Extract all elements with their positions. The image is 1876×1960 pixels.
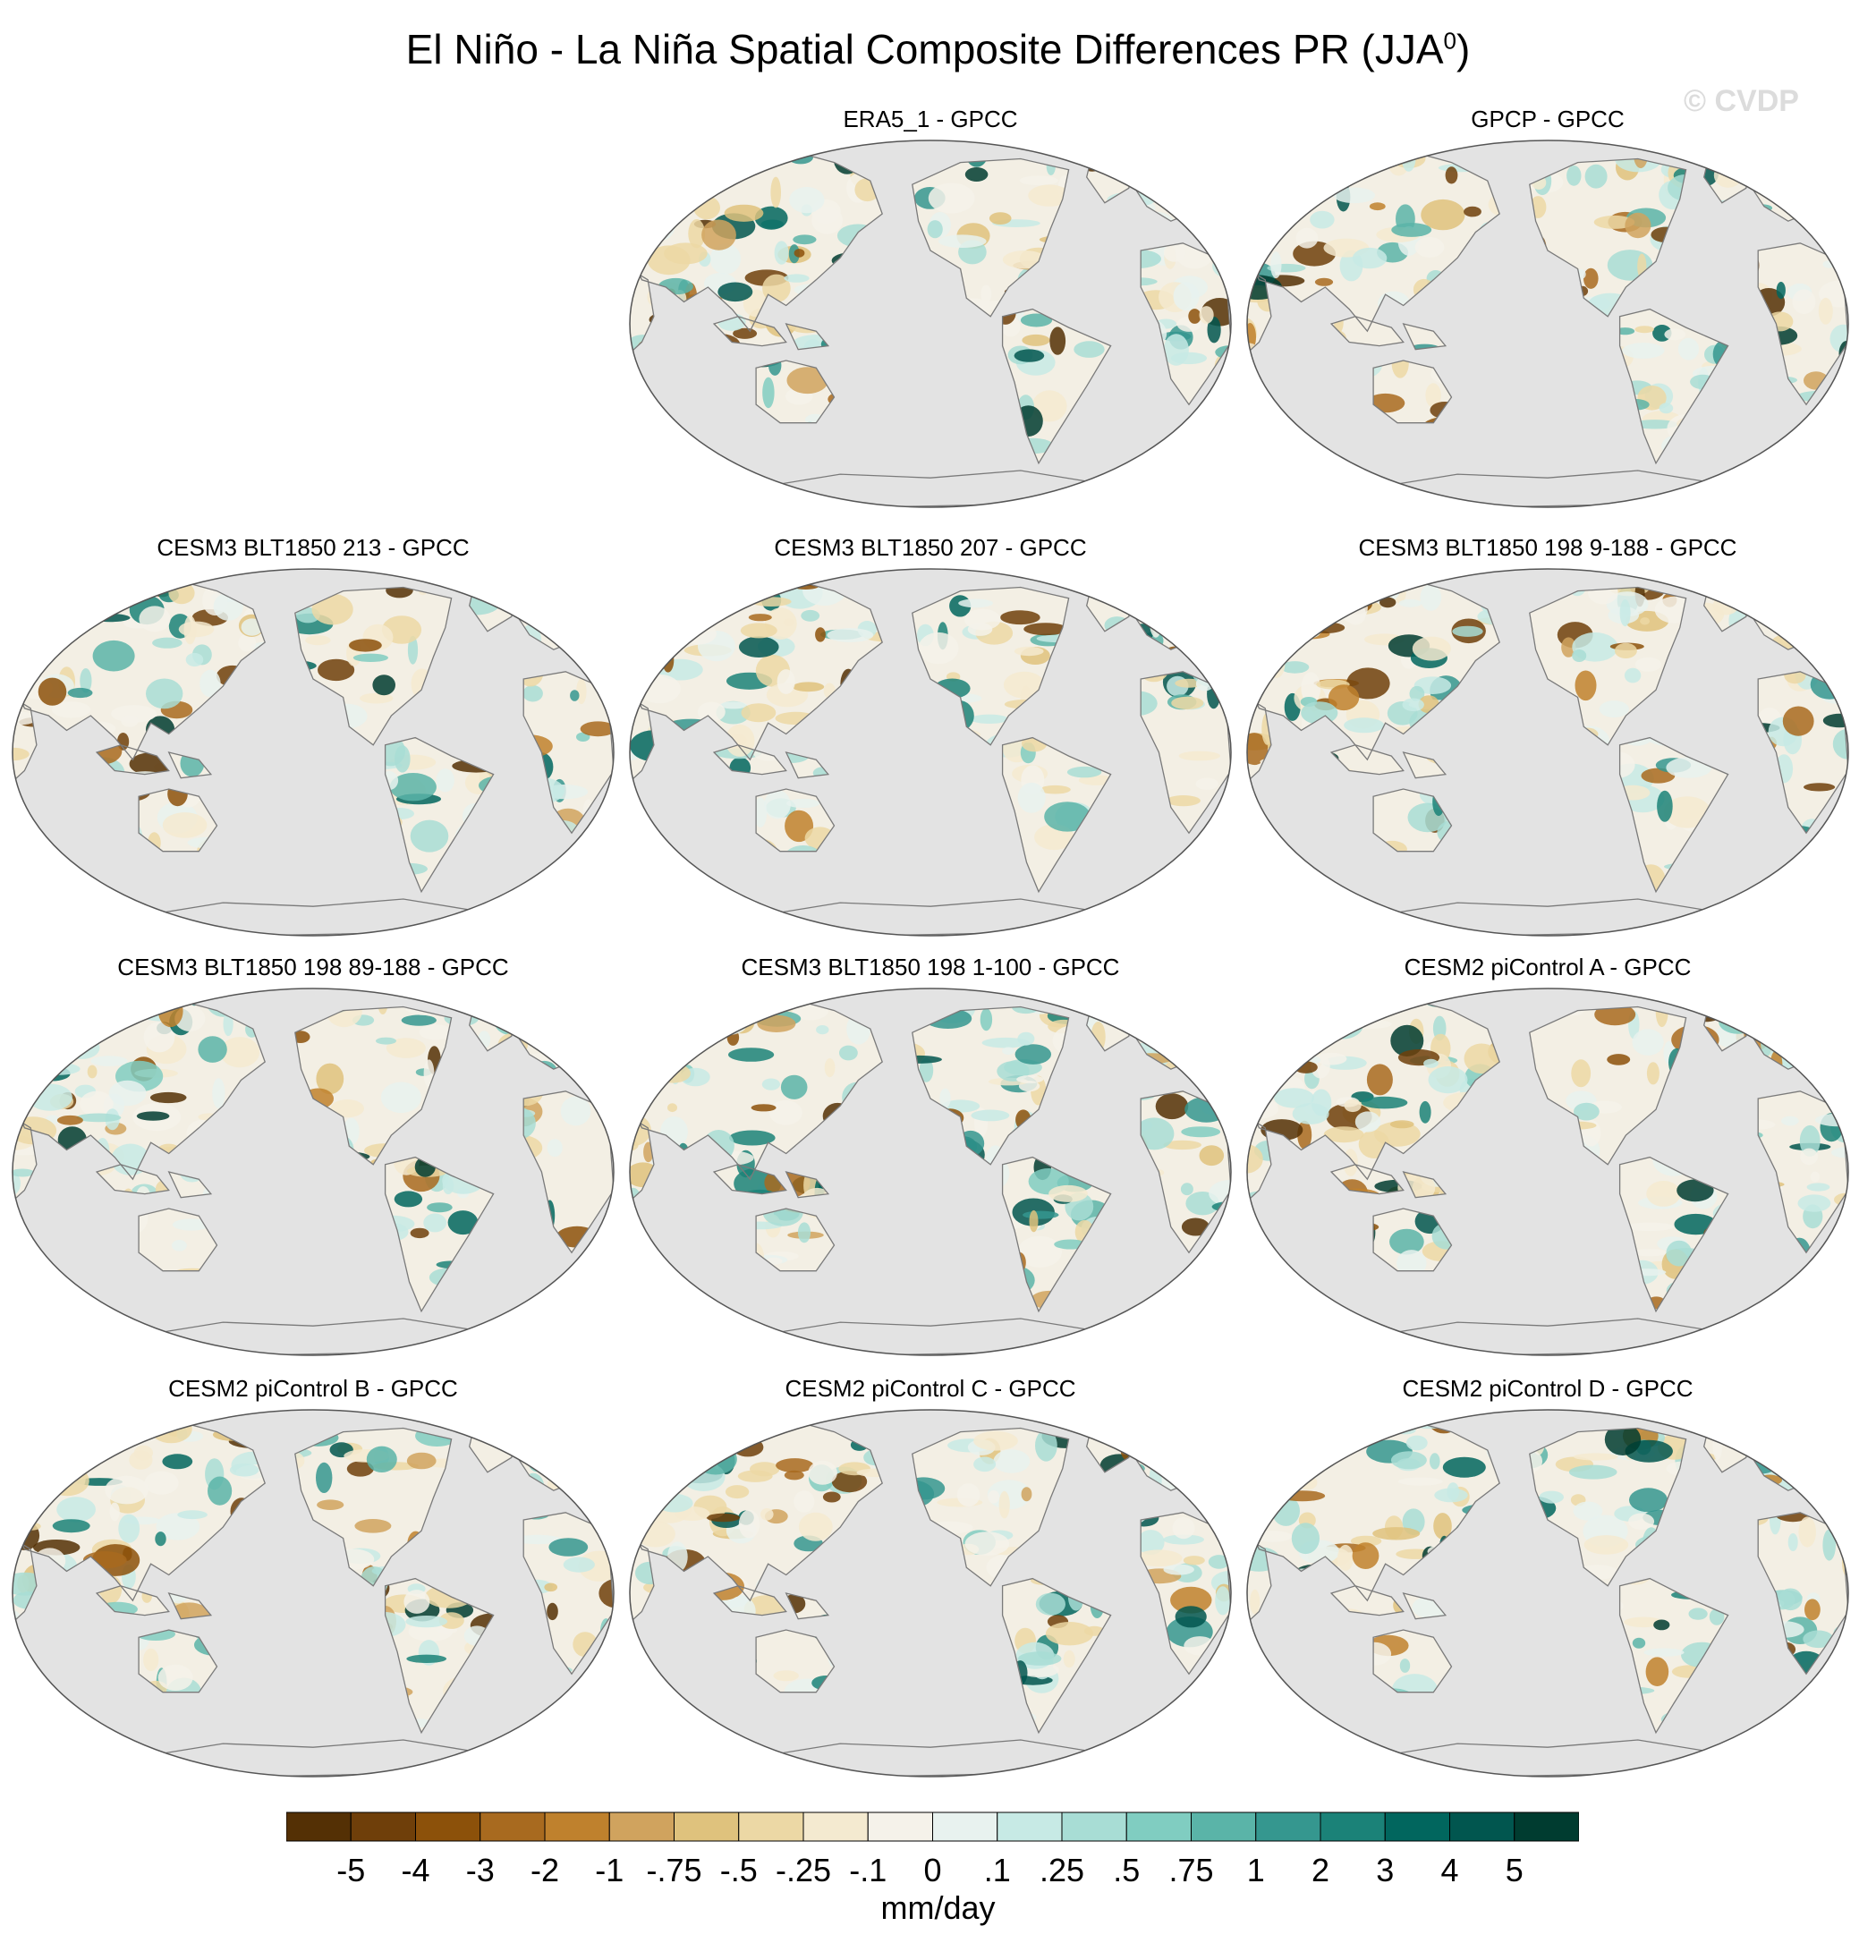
- panel-title: CESM3 BLT1850 198 89-188 - GPCC: [117, 954, 509, 980]
- colorbar-swatch: [350, 1812, 416, 1842]
- colorbar-swatch: [674, 1812, 740, 1842]
- robinson-map: [629, 988, 1232, 1356]
- colorbar-swatch: [1449, 1812, 1515, 1842]
- map-panel: CESM3 BLT1850 198 1-100 - GPCC: [626, 954, 1235, 1361]
- map-border: [629, 568, 1232, 937]
- robinson-map: [1246, 140, 1849, 508]
- map-border: [629, 988, 1232, 1356]
- colorbar-tick-label: .25: [1039, 1852, 1085, 1888]
- colorbar-tick-label: 5: [1505, 1852, 1524, 1888]
- colorbar-swatch: [738, 1812, 804, 1842]
- colorbar-swatch: [932, 1812, 998, 1842]
- colorbar-tick-label: -5: [336, 1852, 366, 1888]
- map-panel: ERA5_1 - GPCC: [626, 106, 1235, 513]
- robinson-map: [629, 140, 1232, 508]
- panel-title: CESM2 piControl D - GPCC: [1402, 1375, 1693, 1402]
- panel-title: GPCP - GPCC: [1471, 106, 1625, 132]
- colorbar-tick-label: 1: [1246, 1852, 1265, 1888]
- robinson-map: [12, 988, 615, 1356]
- map-border: [1246, 568, 1849, 937]
- robinson-map: [12, 1409, 615, 1778]
- colorbar-tick-label: -.75: [646, 1852, 702, 1888]
- map-border: [1246, 1409, 1849, 1778]
- colorbar-swatch: [1384, 1812, 1450, 1842]
- colorbar-tick-label: -.5: [719, 1852, 758, 1888]
- colorbar-swatch: [1125, 1812, 1192, 1842]
- map-panel: CESM3 BLT1850 207 - GPCC: [626, 534, 1235, 941]
- map-border: [12, 568, 615, 937]
- colorbar-swatch: [1191, 1812, 1257, 1842]
- map-panel: CESM3 BLT1850 213 - GPCC: [9, 534, 617, 941]
- panel-title: CESM2 piControl C - GPCC: [785, 1375, 1076, 1402]
- colorbar-swatch: [1061, 1812, 1127, 1842]
- panel-title: CESM2 piControl A - GPCC: [1404, 954, 1692, 980]
- map-panel: CESM2 piControl B - GPCC: [9, 1375, 617, 1782]
- colorbar-tick-label: -.25: [775, 1852, 832, 1888]
- colorbar-swatch: [608, 1812, 675, 1842]
- colorbar-swatch: [802, 1812, 869, 1842]
- colorbar-swatch: [1255, 1812, 1321, 1842]
- figure-title: El Niño - La Niña Spatial Composite Diff…: [405, 26, 1471, 72]
- map-border: [12, 988, 615, 1356]
- colorbar-labels: -5 -4 -3 -2 -1 -.75 -.5 -.25 -.1 0 .1 .25 .5 .75 1 2 3 4 5: [286, 1852, 1579, 1891]
- colorbar-tick-label: 2: [1311, 1852, 1330, 1888]
- colorbar-tick-label: .1: [983, 1852, 1011, 1888]
- robinson-map: [1246, 988, 1849, 1356]
- colorbar-tick-label: -.1: [849, 1852, 887, 1888]
- colorbar-tick-label: -3: [465, 1852, 495, 1888]
- map-panel: CESM3 BLT1850 198 9-188 - GPCC: [1244, 534, 1852, 941]
- colorbar-tick-label: -4: [401, 1852, 430, 1888]
- colorbar-tick-label: -1: [595, 1852, 624, 1888]
- map-border: [629, 1409, 1232, 1778]
- panel-title: CESM3 BLT1850 198 1-100 - GPCC: [741, 954, 1120, 980]
- robinson-map: [1246, 1409, 1849, 1778]
- colorbar-swatch: [415, 1812, 481, 1842]
- robinson-map: [1246, 568, 1849, 937]
- panel-title: CESM3 BLT1850 213 - GPCC: [157, 534, 470, 561]
- map-panel: CESM2 piControl C - GPCC: [626, 1375, 1235, 1782]
- cvdp-watermark: © CVDP: [1684, 84, 1799, 118]
- map-border: [1246, 988, 1849, 1356]
- colorbar-tick-label: -2: [530, 1852, 559, 1888]
- colorbar-units: mm/day: [880, 1889, 996, 1926]
- colorbar-swatch: [480, 1812, 546, 1842]
- map-panel: CESM2 piControl A - GPCC: [1244, 954, 1852, 1361]
- colorbar-tick-label: 0: [923, 1852, 942, 1888]
- map-panel: CESM2 piControl D - GPCC: [1244, 1375, 1852, 1782]
- robinson-map: [12, 568, 615, 937]
- colorbar-swatch: [1320, 1812, 1386, 1842]
- panel-title: CESM3 BLT1850 198 9-188 - GPCC: [1358, 534, 1737, 561]
- map-panel: GPCP - GPCC: [1244, 106, 1852, 513]
- colorbar-swatch: [286, 1812, 352, 1842]
- map-border: [1246, 140, 1849, 508]
- map-panel: CESM3 BLT1850 198 89-188 - GPCC: [9, 954, 617, 1361]
- panel-title: CESM3 BLT1850 207 - GPCC: [774, 534, 1087, 561]
- map-border: [12, 1409, 615, 1778]
- colorbar-swatch: [544, 1812, 610, 1842]
- colorbar-tick-label: .75: [1168, 1852, 1214, 1888]
- colorbar-tick-label: 4: [1440, 1852, 1459, 1888]
- map-border: [629, 140, 1232, 508]
- colorbar-tick-label: 3: [1376, 1852, 1395, 1888]
- colorbar-swatch: [1514, 1812, 1579, 1842]
- robinson-map: [629, 1409, 1232, 1778]
- colorbar-swatch: [867, 1812, 933, 1842]
- colorbar-tick-label: .5: [1113, 1852, 1141, 1888]
- colorbar: [286, 1812, 1579, 1842]
- robinson-map: [629, 568, 1232, 937]
- panel-title: ERA5_1 - GPCC: [843, 106, 1018, 132]
- colorbar-swatch: [997, 1812, 1063, 1842]
- panel-title: CESM2 piControl B - GPCC: [168, 1375, 458, 1402]
